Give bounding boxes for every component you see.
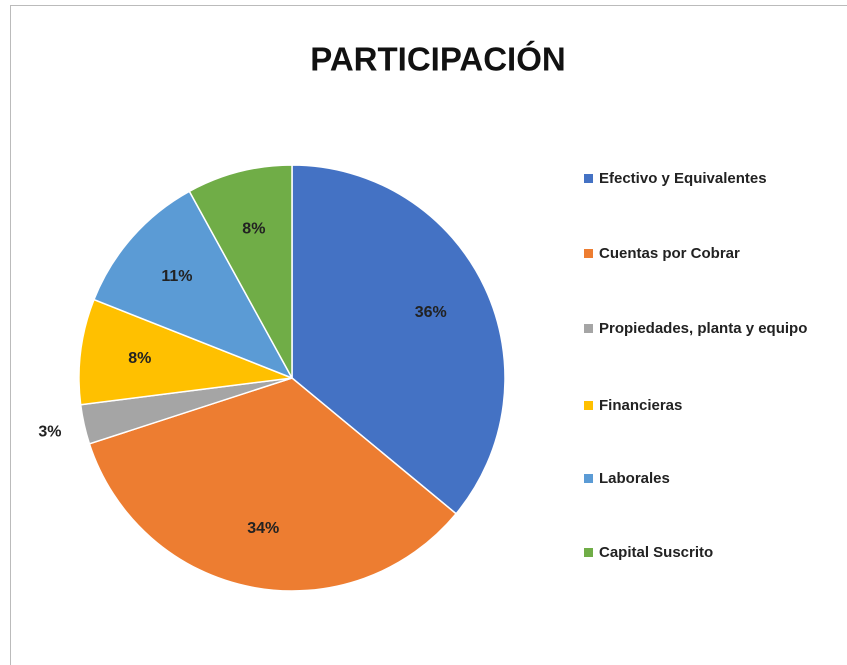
legend-swatch (584, 548, 593, 557)
legend-swatch (584, 174, 593, 183)
data-label: 34% (247, 520, 279, 537)
legend-label: Efectivo y Equivalentes (599, 170, 767, 187)
data-label: 36% (415, 304, 447, 321)
data-label: 3% (38, 423, 61, 440)
legend-label: Laborales (599, 470, 670, 487)
legend-item: Propiedades, planta y equipo (584, 320, 824, 337)
legend-swatch (584, 474, 593, 483)
data-label: 11% (161, 268, 192, 285)
legend-item: Laborales (584, 470, 824, 487)
legend-item: Capital Suscrito (584, 544, 824, 561)
data-label: 8% (242, 221, 265, 238)
legend-item: Efectivo y Equivalentes (584, 170, 824, 187)
legend-label: Financieras (599, 397, 683, 414)
legend-label: Propiedades, planta y equipo (599, 320, 808, 337)
legend-swatch (584, 401, 593, 410)
pie-slice (88, 377, 458, 592)
pie-slice (78, 298, 293, 406)
legend-label: Capital Suscrito (599, 544, 714, 561)
legend-swatch (584, 324, 593, 333)
pie-slice (291, 164, 506, 515)
data-label: 8% (128, 350, 151, 367)
legend-item: Financieras (584, 397, 824, 414)
legend-swatch (584, 249, 593, 258)
pie-slice (188, 164, 293, 379)
legend-item: Cuentas por Cobrar (584, 245, 824, 262)
pie-slice (92, 190, 294, 380)
chart-title: PARTICIPACIÓN (310, 41, 565, 78)
legend-label: Cuentas por Cobrar (599, 245, 740, 262)
